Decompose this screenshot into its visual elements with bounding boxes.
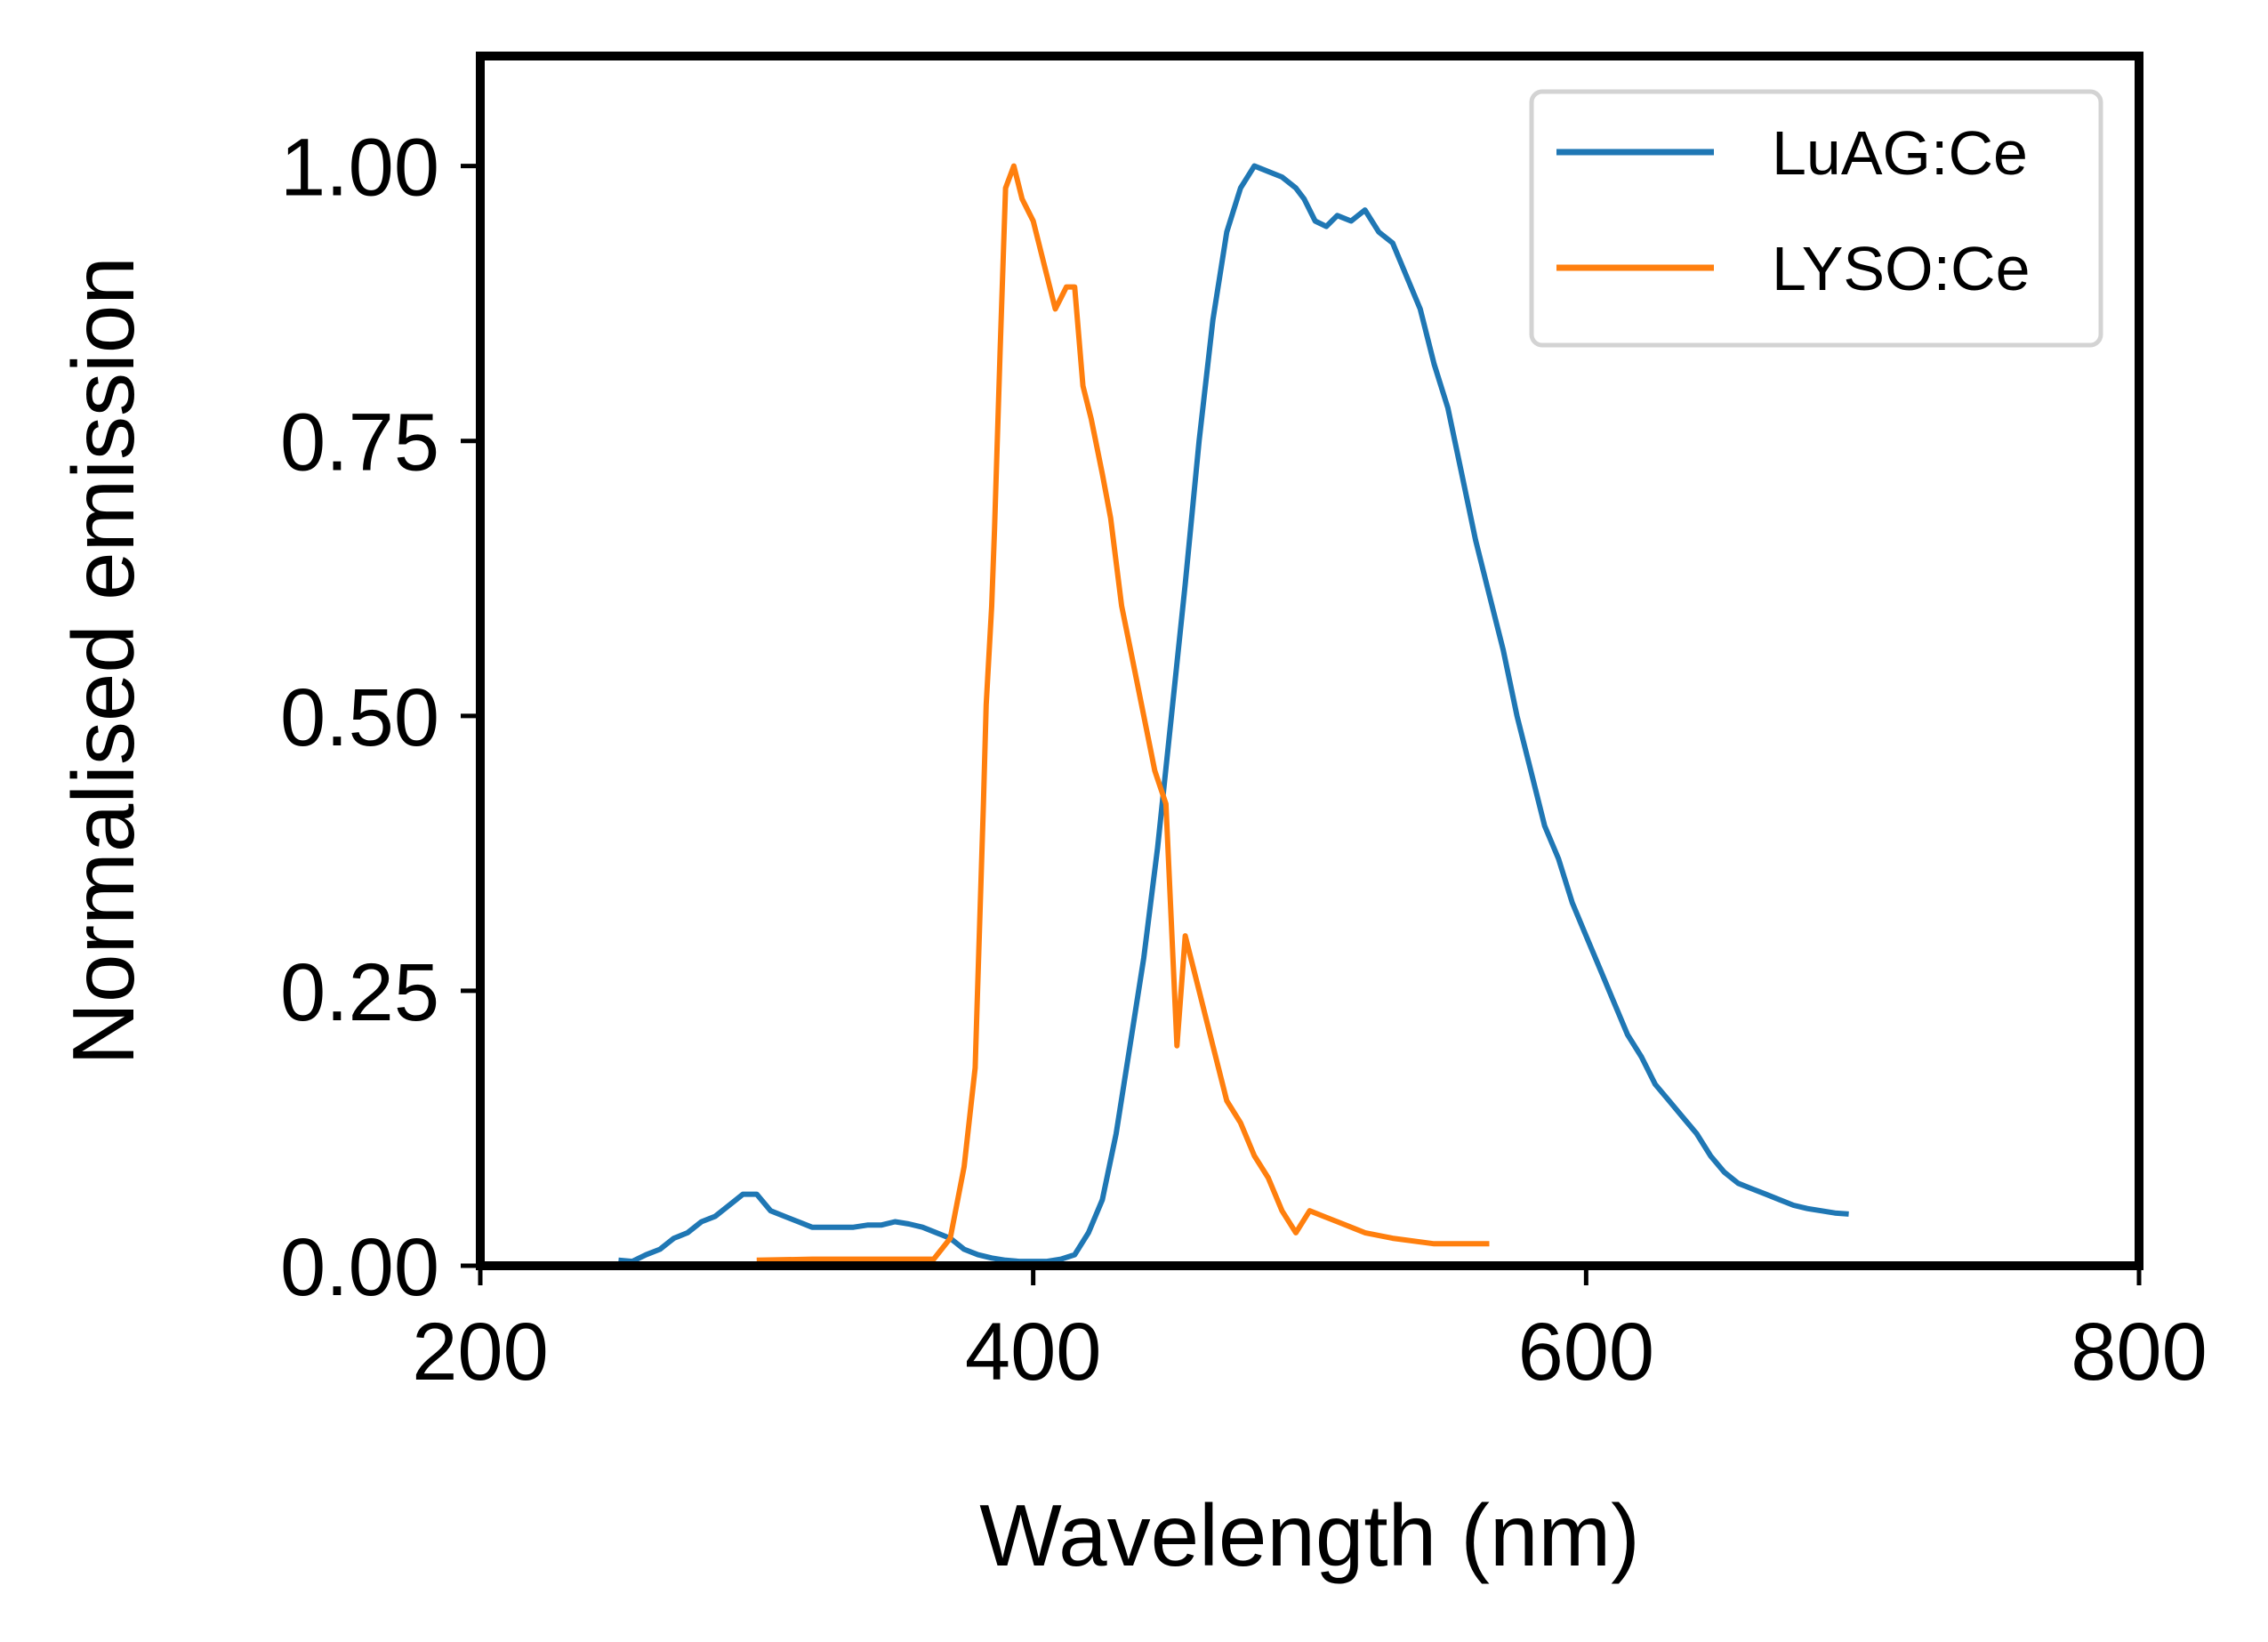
series-line-luag-ce bbox=[618, 163, 1849, 1265]
x-tick-label: 800 bbox=[2071, 1307, 2208, 1397]
legend: LuAG:Ce LYSO:Ce bbox=[1529, 89, 2103, 348]
x-axis-ticks: 200 400 600 800 bbox=[412, 1266, 2208, 1397]
y-tick-label: 0.25 bbox=[280, 947, 439, 1038]
x-tick-label: 400 bbox=[965, 1307, 1102, 1397]
x-tick-label: 600 bbox=[1518, 1307, 1655, 1397]
y-tick-label: 1.00 bbox=[280, 123, 439, 213]
legend-label: LYSO:Ce bbox=[1772, 234, 2031, 303]
y-tick-label: 0.00 bbox=[280, 1222, 439, 1313]
y-tick-label: 0.50 bbox=[280, 672, 439, 763]
y-tick-label: 0.75 bbox=[280, 398, 439, 488]
x-axis-label: Wavelength (nm) bbox=[979, 1486, 1640, 1584]
series-line-lyso-ce bbox=[756, 163, 1490, 1263]
series-layer bbox=[618, 163, 1849, 1265]
x-tick-label: 200 bbox=[412, 1307, 549, 1397]
plot-frame bbox=[476, 52, 2143, 1270]
legend-label: LuAG:Ce bbox=[1772, 118, 2028, 188]
y-axis-ticks: 0.00 0.25 0.50 0.75 1.00 bbox=[280, 123, 480, 1313]
y-axis-label: Normalised emission bbox=[54, 256, 152, 1066]
